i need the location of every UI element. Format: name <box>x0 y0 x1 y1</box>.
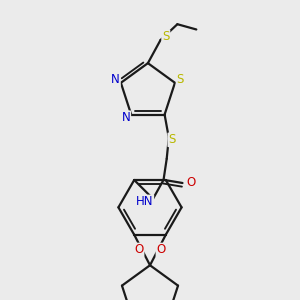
Text: N: N <box>111 73 120 86</box>
Text: S: S <box>176 73 184 86</box>
Text: O: O <box>156 244 166 256</box>
Text: S: S <box>162 30 169 43</box>
Text: O: O <box>186 176 196 190</box>
Text: N: N <box>122 111 130 124</box>
Text: S: S <box>168 133 176 146</box>
Text: HN: HN <box>136 195 153 208</box>
Text: O: O <box>134 244 144 256</box>
